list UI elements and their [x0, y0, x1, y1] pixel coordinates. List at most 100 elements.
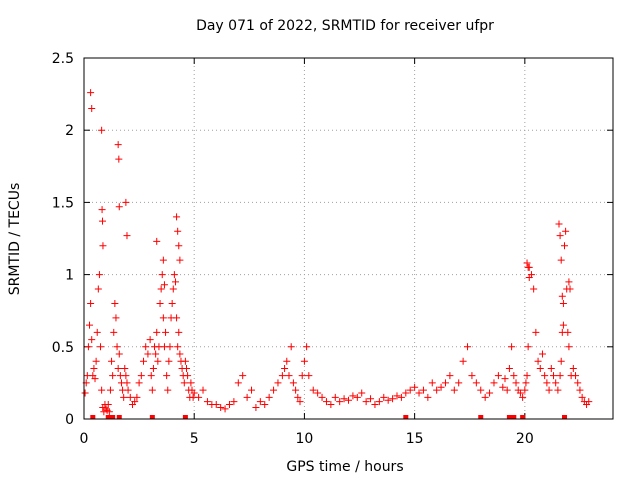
data-point: [274, 379, 282, 387]
data-point: [525, 273, 533, 281]
y-tick-label: 0.5: [52, 340, 74, 356]
zero-value-marker: [403, 415, 409, 419]
data-point: [406, 386, 414, 394]
data-point: [84, 343, 92, 351]
data-point: [516, 389, 524, 397]
data-point: [115, 155, 123, 163]
data-point: [142, 343, 150, 351]
data-point: [543, 379, 551, 387]
data-point: [322, 398, 330, 406]
data-point: [287, 343, 295, 351]
data-point: [411, 383, 419, 391]
data-point: [289, 379, 297, 387]
data-point: [419, 386, 427, 394]
data-point: [163, 372, 171, 380]
y-axis-label: SRMTID / TECUs: [7, 183, 23, 296]
data-point: [195, 393, 203, 401]
data-point: [541, 372, 549, 380]
data-point: [115, 203, 123, 211]
data-point: [147, 372, 155, 380]
data-point: [349, 392, 357, 400]
data-point: [371, 401, 379, 409]
data-point: [120, 393, 128, 401]
data-point: [234, 379, 242, 387]
data-point: [562, 227, 570, 235]
data-point: [314, 389, 322, 397]
data-point: [91, 375, 99, 383]
data-point: [327, 401, 335, 409]
data-point: [243, 393, 251, 401]
data-point: [486, 389, 494, 397]
data-point: [557, 256, 565, 264]
data-point: [294, 393, 302, 401]
data-point: [285, 372, 293, 380]
data-point: [105, 408, 113, 416]
data-point: [569, 364, 577, 372]
data-point: [102, 405, 110, 413]
zero-value-marker: [511, 415, 517, 419]
zero-value-marker: [562, 415, 568, 419]
data-point: [353, 393, 361, 401]
data-point: [256, 398, 264, 406]
data-point: [393, 392, 401, 400]
data-point: [384, 396, 392, 404]
zero-value-marker: [149, 415, 155, 419]
data-point: [340, 395, 348, 403]
data-point: [481, 393, 489, 401]
data-point: [549, 372, 557, 380]
data-point: [380, 393, 388, 401]
data-point: [464, 343, 472, 351]
data-point: [122, 198, 130, 206]
data-point: [157, 285, 165, 293]
data-point: [523, 259, 531, 267]
data-point: [331, 393, 339, 401]
data-point: [93, 328, 101, 336]
data-point: [300, 357, 308, 365]
data-point: [524, 343, 532, 351]
data-point: [565, 343, 573, 351]
data-point: [217, 403, 225, 411]
data-point: [152, 350, 160, 358]
data-point: [99, 217, 107, 225]
data-point: [115, 350, 123, 358]
data-point: [565, 278, 573, 286]
data-point: [135, 379, 143, 387]
data-point: [112, 314, 120, 322]
data-point: [98, 206, 106, 214]
data-point: [159, 256, 167, 264]
data-point: [95, 271, 103, 279]
data-point: [358, 389, 366, 397]
data-point: [94, 285, 102, 293]
data-point: [446, 372, 454, 380]
data-point: [111, 299, 119, 307]
y-tick-label: 1: [65, 268, 74, 284]
y-tick-label: 0: [65, 412, 74, 428]
data-point: [144, 350, 152, 358]
data-point: [554, 386, 562, 394]
data-point: [97, 343, 105, 351]
data-point: [494, 372, 502, 380]
data-point: [133, 393, 141, 401]
data-point: [512, 379, 520, 387]
data-point: [561, 242, 569, 250]
data-point: [270, 386, 278, 394]
data-point: [176, 350, 184, 358]
data-point: [170, 271, 178, 279]
data-point: [532, 328, 540, 336]
data-point: [113, 343, 121, 351]
data-point: [114, 364, 122, 372]
data-point: [566, 285, 574, 293]
data-point: [505, 364, 513, 372]
data-point: [428, 379, 436, 387]
data-point: [501, 375, 509, 383]
data-point: [88, 336, 96, 344]
data-point: [530, 285, 538, 293]
data-point: [187, 379, 195, 387]
data-point: [292, 386, 300, 394]
data-point: [389, 395, 397, 403]
data-point: [148, 386, 156, 394]
grid-layer: [84, 58, 613, 419]
data-point: [87, 89, 95, 97]
data-point: [169, 285, 177, 293]
data-point: [265, 393, 273, 401]
